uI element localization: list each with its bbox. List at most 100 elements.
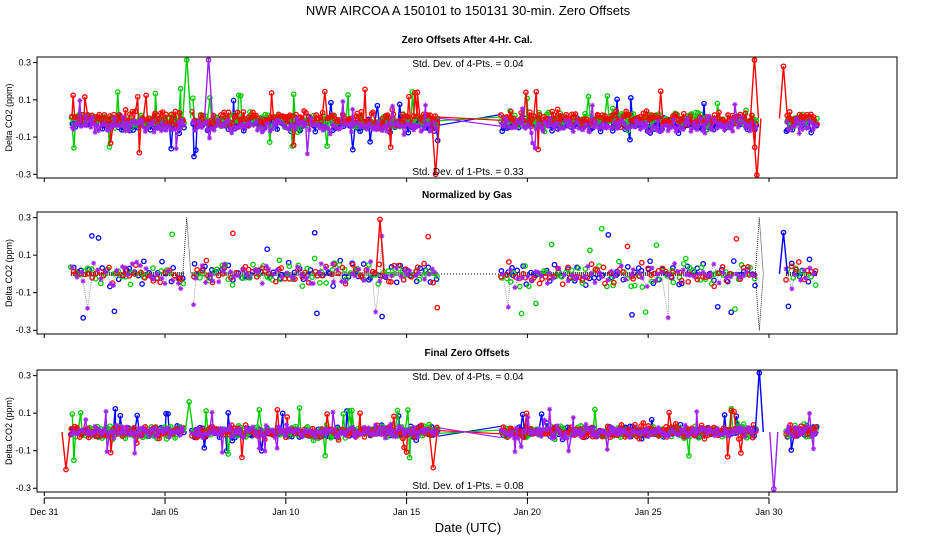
data-point <box>120 114 126 120</box>
data-point <box>403 449 410 455</box>
data-point <box>623 429 629 435</box>
data-point <box>799 127 805 133</box>
data-point <box>716 109 722 116</box>
data-point <box>373 432 379 438</box>
data-point <box>665 315 671 321</box>
data-point <box>400 277 407 283</box>
data-point <box>807 265 813 271</box>
excursion-line <box>752 118 758 178</box>
data-point <box>535 121 541 127</box>
data-point <box>215 117 221 123</box>
data-point <box>529 278 535 284</box>
data-point <box>272 278 279 285</box>
data-point <box>339 431 345 437</box>
data-point <box>295 264 301 270</box>
data-point <box>75 120 81 126</box>
data-point <box>649 265 655 271</box>
data-point <box>335 434 341 440</box>
data-point <box>426 121 432 127</box>
data-point <box>636 435 643 442</box>
data-point <box>317 279 323 286</box>
data-point <box>514 267 521 274</box>
data-point <box>153 125 159 131</box>
data-point <box>286 263 293 270</box>
y-tick-label: -0.1 <box>15 288 31 298</box>
data-point <box>799 430 805 436</box>
data-point <box>190 95 196 102</box>
data-point <box>379 128 385 134</box>
data-point <box>801 428 807 434</box>
data-point <box>434 126 440 132</box>
data-point <box>533 126 539 132</box>
data-point <box>701 100 707 107</box>
data-point <box>812 282 819 288</box>
data-point <box>423 122 429 128</box>
data-point <box>540 427 546 433</box>
data-point <box>195 124 201 130</box>
data-point <box>746 122 752 128</box>
data-point <box>690 125 696 131</box>
data-point <box>604 93 611 99</box>
data-point <box>575 120 581 126</box>
data-point <box>434 273 440 279</box>
data-point <box>503 272 510 278</box>
data-point <box>173 429 179 435</box>
data-point <box>85 428 91 434</box>
annotation-top: Std. Dev. of 4-Pts. = 0.04 <box>412 59 524 70</box>
data-point <box>111 124 117 130</box>
data-point <box>192 431 198 437</box>
data-point <box>165 268 171 274</box>
data-point <box>694 409 700 415</box>
data-point <box>522 263 528 269</box>
data-point <box>418 422 425 429</box>
data-point <box>621 428 627 434</box>
data-point <box>247 426 253 432</box>
data-point <box>635 120 641 126</box>
data-point <box>366 425 372 431</box>
data-point <box>349 261 356 268</box>
data-point <box>568 121 574 127</box>
data-point <box>312 434 318 440</box>
data-point <box>196 426 202 432</box>
data-point <box>564 435 570 441</box>
data-point <box>802 426 808 432</box>
data-point <box>808 129 815 136</box>
data-point <box>357 121 363 127</box>
data-point <box>348 129 354 135</box>
data-point <box>687 113 694 119</box>
data-point <box>68 432 74 438</box>
data-point <box>294 129 301 136</box>
data-point <box>134 259 140 265</box>
data-point <box>549 122 555 128</box>
data-point <box>312 128 319 135</box>
data-point <box>129 261 135 267</box>
data-point <box>82 271 88 278</box>
data-point <box>220 428 226 434</box>
data-point <box>369 124 375 130</box>
data-point <box>236 431 242 437</box>
data-point <box>375 280 382 287</box>
data-point <box>587 247 593 254</box>
data-point <box>213 428 219 434</box>
data-point <box>411 424 417 430</box>
data-point <box>239 116 246 122</box>
data-point <box>801 267 807 273</box>
data-point <box>323 265 329 271</box>
data-point <box>809 120 815 126</box>
data-point <box>221 261 227 267</box>
data-point <box>525 122 531 128</box>
data-point <box>289 428 295 434</box>
data-point <box>725 121 731 127</box>
data-point <box>351 432 357 438</box>
data-point <box>586 427 592 433</box>
data-point <box>70 92 76 99</box>
data-point <box>210 112 217 119</box>
data-point <box>554 106 561 113</box>
data-point <box>317 429 323 435</box>
data-point <box>269 126 275 132</box>
data-point <box>645 434 651 440</box>
data-point <box>358 109 365 115</box>
data-point <box>193 275 199 281</box>
data-point <box>89 114 95 120</box>
data-point <box>405 93 412 100</box>
